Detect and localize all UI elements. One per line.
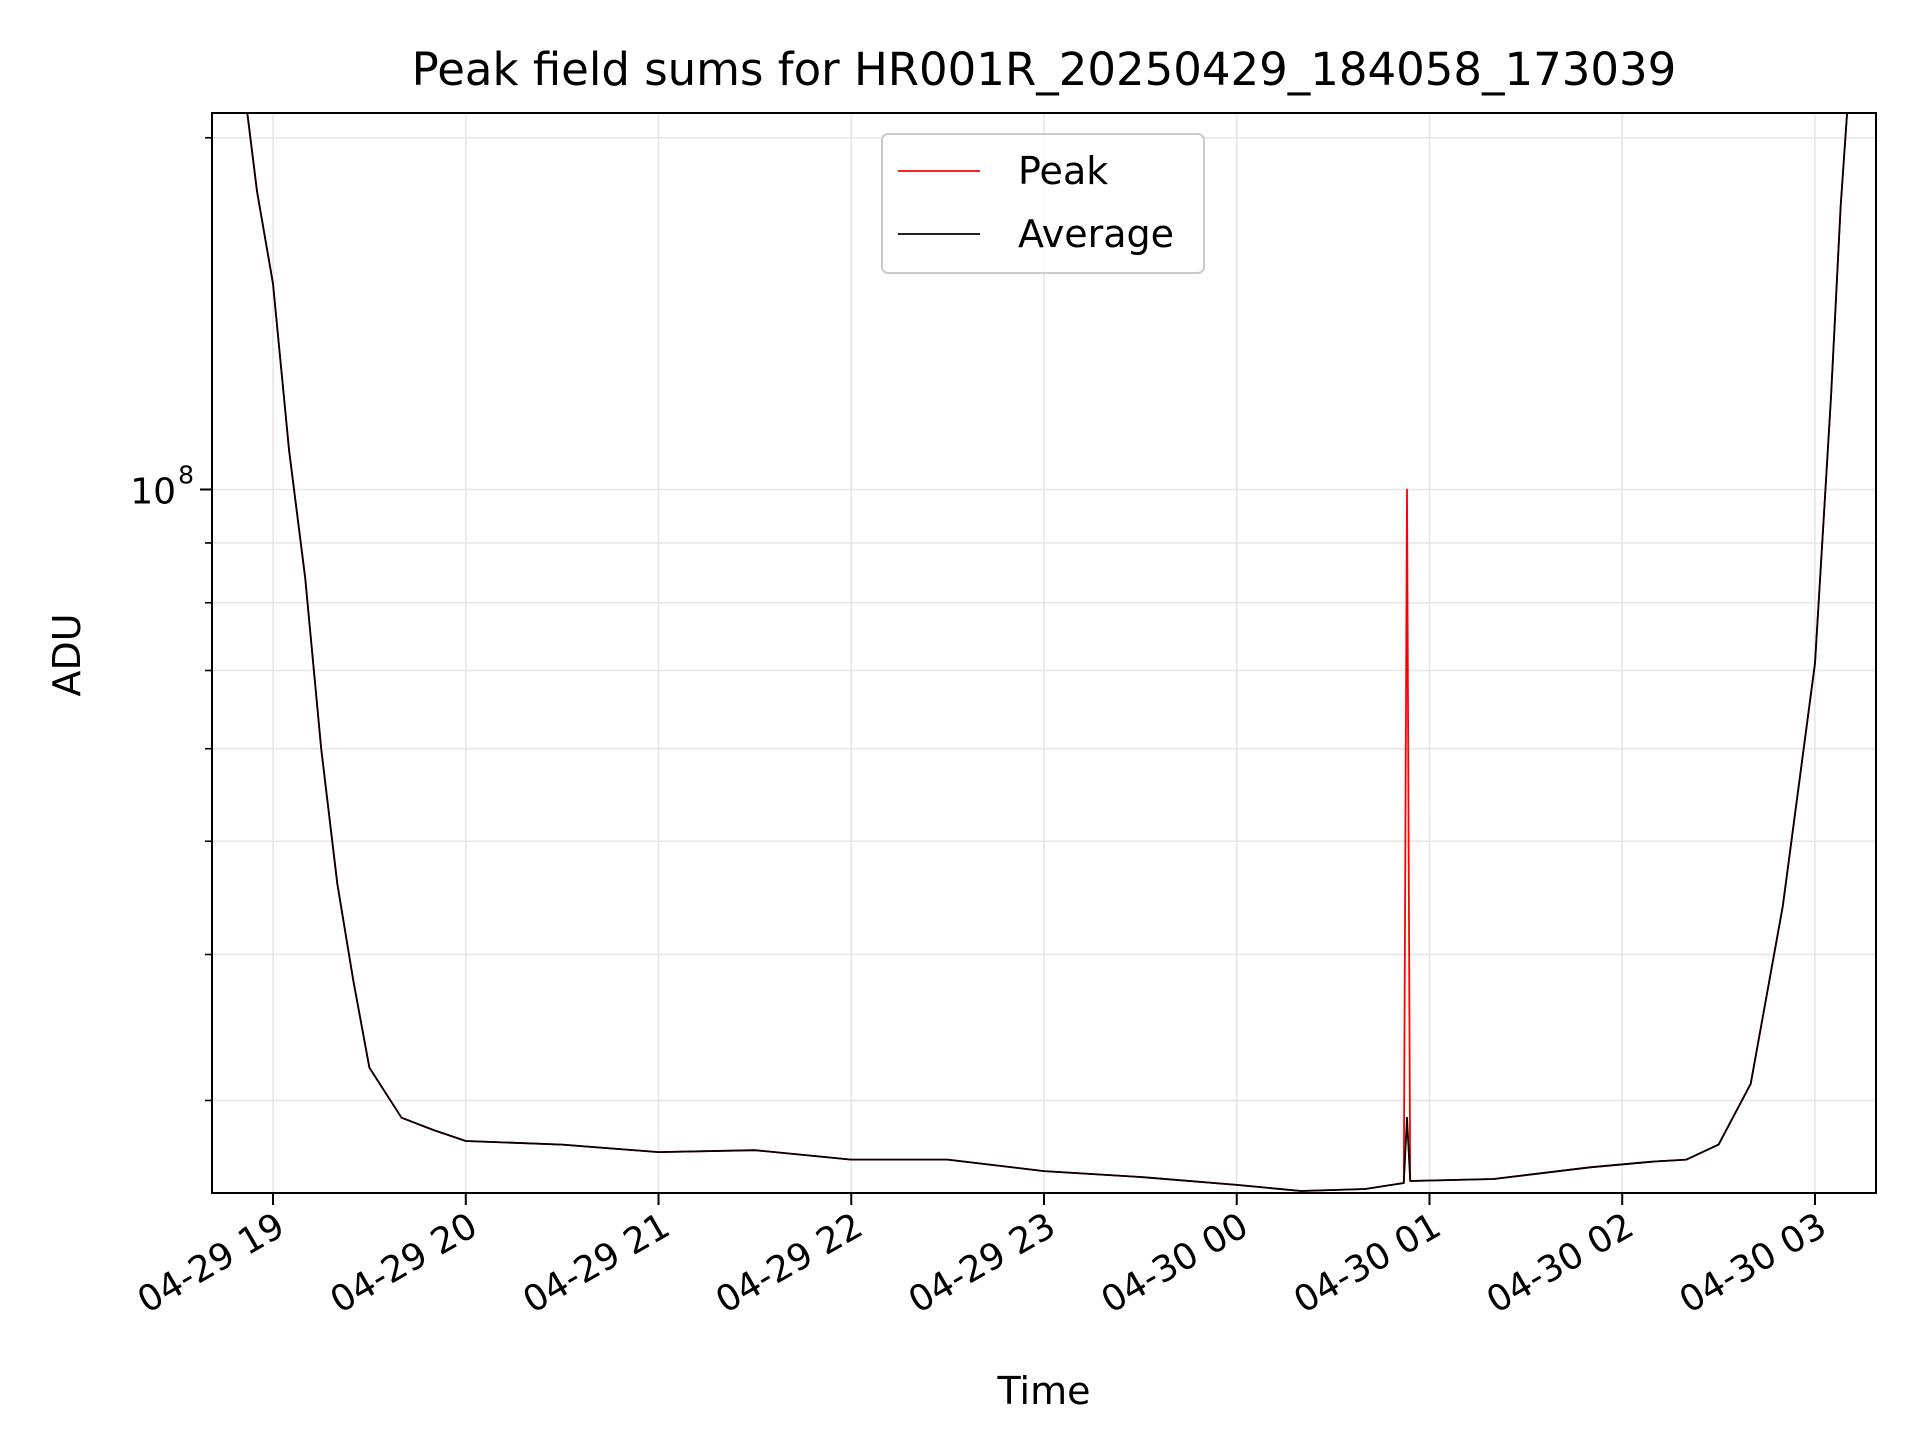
chart-title: Peak field sums for HR001R_20250429_1840… <box>412 43 1677 96</box>
series-line-average <box>246 113 1848 1192</box>
x-tick-label: 04-29 20 <box>324 1205 485 1321</box>
axis-ticks: 04-29 19 04-29 20 04-29 21 04-29 22 04-29 23… <box>130 136 1834 1322</box>
y-tick-label: 10 <box>130 472 176 513</box>
x-axis-label: Time <box>997 1369 1091 1413</box>
x-tick-label: 04-30 03 <box>1673 1205 1834 1321</box>
legend: Peak Average <box>881 133 1205 274</box>
x-tick-label: 04-29 22 <box>709 1205 870 1321</box>
gridlines <box>212 113 1876 1193</box>
legend-label-peak: Peak <box>1018 149 1108 193</box>
legend-label-average: Average <box>1018 212 1174 256</box>
x-tick-label: 04-30 01 <box>1287 1205 1448 1321</box>
x-tick-label: 04-29 19 <box>131 1205 292 1321</box>
x-tick-label: 04-30 02 <box>1480 1205 1641 1321</box>
x-tick-label: 04-30 00 <box>1095 1205 1256 1321</box>
series-line-peak <box>246 113 1848 1192</box>
y-tick-exponent: 8 <box>178 461 194 490</box>
legend-box <box>881 133 1205 274</box>
y-axis-label: ADU <box>45 613 89 696</box>
x-tick-label: 04-29 21 <box>516 1205 677 1321</box>
x-tick-label: 04-29 23 <box>902 1205 1063 1321</box>
series-layer <box>246 113 1848 1192</box>
